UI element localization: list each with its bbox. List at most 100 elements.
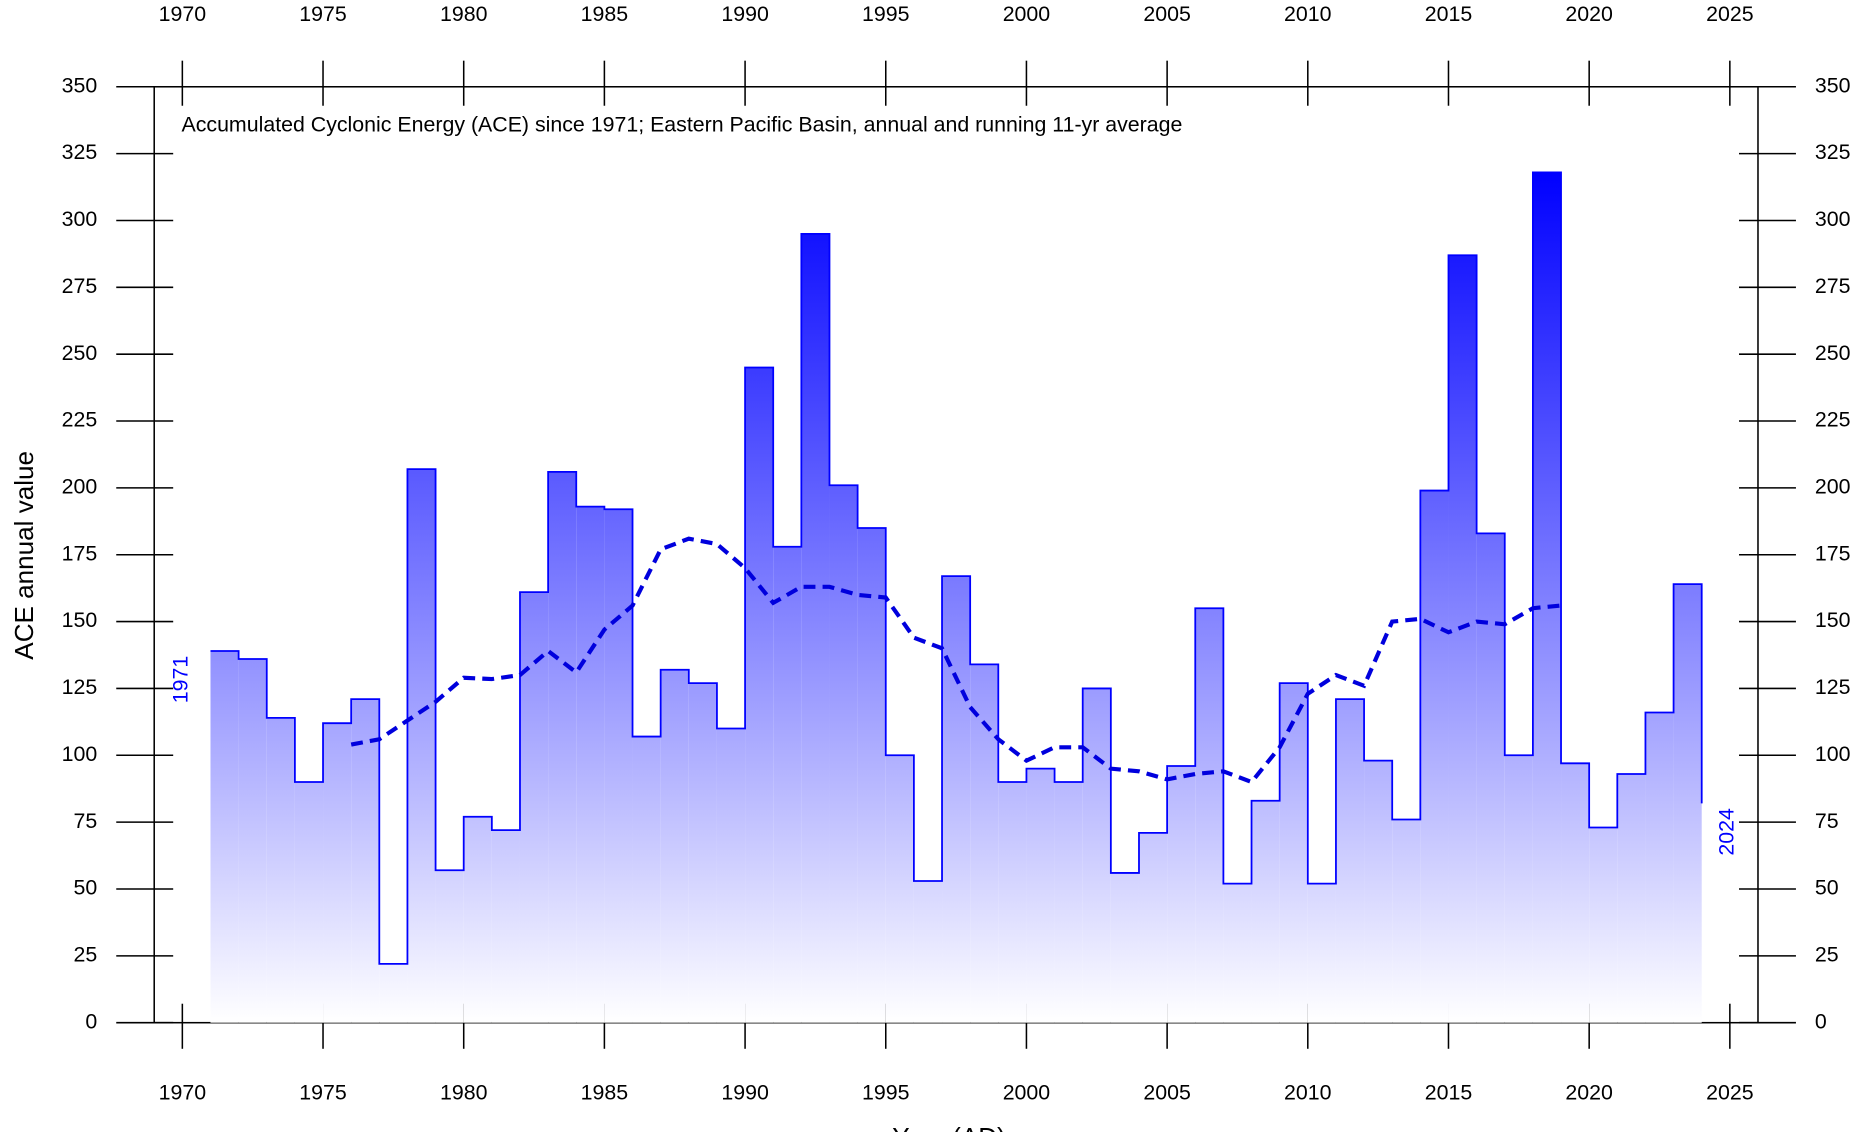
bar xyxy=(1279,683,1308,1023)
y2-tick-label: 225 xyxy=(1815,408,1851,432)
y-tick-label: 125 xyxy=(62,675,98,699)
step-line xyxy=(210,171,1703,965)
bar xyxy=(660,669,689,1023)
x-axis-label: Year (AD) xyxy=(892,1122,1006,1132)
bar xyxy=(576,506,605,1023)
x-tick-label: 1990 xyxy=(721,1081,769,1105)
y-tick-label: 75 xyxy=(74,809,98,833)
start-annotation: 1971 xyxy=(169,656,193,703)
bar xyxy=(1673,584,1702,1023)
y-tick-label: 150 xyxy=(62,608,98,632)
y2-tick-label: 250 xyxy=(1815,341,1851,365)
x-tick-label: 1985 xyxy=(581,1081,628,1105)
bar xyxy=(1392,819,1421,1023)
bar xyxy=(1504,755,1533,1023)
y2-tick-label: 75 xyxy=(1815,809,1839,833)
bar xyxy=(1420,490,1449,1023)
bar xyxy=(1448,255,1477,1023)
bar xyxy=(632,736,661,1023)
y-tick-label: 350 xyxy=(62,73,98,97)
bar xyxy=(913,880,943,1023)
bar xyxy=(1082,688,1111,1023)
x2-tick-label: 2020 xyxy=(1565,2,1613,26)
bar xyxy=(1251,800,1280,1023)
x-tick-label: 1975 xyxy=(299,1081,346,1105)
y-tick-label: 50 xyxy=(74,876,98,900)
y2-tick-label: 325 xyxy=(1815,140,1851,164)
y-tick-label: 300 xyxy=(62,207,98,231)
y-tick-label: 225 xyxy=(62,408,98,432)
bar xyxy=(210,650,239,1023)
y2-tick-label: 25 xyxy=(1815,942,1839,966)
x-tick-label: 1995 xyxy=(862,1081,909,1105)
y2-tick-label: 175 xyxy=(1815,541,1851,565)
x-tick-label: 2025 xyxy=(1706,1081,1753,1105)
bar xyxy=(266,717,295,1023)
bar xyxy=(1335,699,1365,1023)
y2-tick-label: 275 xyxy=(1815,274,1851,298)
bar xyxy=(1138,832,1168,1023)
bar xyxy=(1589,827,1618,1023)
bar xyxy=(491,830,520,1023)
bar xyxy=(829,485,858,1023)
y2-tick-label: 200 xyxy=(1815,475,1851,499)
y-tick-label: 25 xyxy=(74,942,98,966)
bar xyxy=(970,664,999,1023)
bar xyxy=(1307,883,1336,1023)
bar xyxy=(1476,533,1505,1023)
bar xyxy=(1532,172,1562,1023)
bar xyxy=(885,755,914,1023)
x-tick-label: 2000 xyxy=(1003,1081,1051,1105)
average-line xyxy=(350,536,1562,785)
bar xyxy=(463,816,492,1023)
y2-tick-label: 125 xyxy=(1815,675,1851,699)
x2-tick-label: 2010 xyxy=(1284,2,1332,26)
y-tick-label: 275 xyxy=(62,274,98,298)
bar xyxy=(323,723,352,1023)
end-annotation: 2024 xyxy=(1714,808,1738,856)
x2-tick-label: 1995 xyxy=(862,2,909,26)
x-tick-label: 1980 xyxy=(440,1081,488,1105)
x-tick-label: 2015 xyxy=(1425,1081,1472,1105)
y2-tick-label: 350 xyxy=(1815,73,1851,97)
bar xyxy=(801,233,830,1023)
bar xyxy=(548,471,577,1023)
bar xyxy=(238,659,267,1023)
x-tick-label: 2010 xyxy=(1284,1081,1332,1105)
bar xyxy=(1364,760,1393,1023)
y2-tick-label: 50 xyxy=(1815,876,1839,900)
bar xyxy=(435,870,464,1023)
bar xyxy=(773,546,802,1023)
x2-tick-label: 1970 xyxy=(159,2,207,26)
y-tick-label: 100 xyxy=(62,742,98,766)
y2-tick-label: 300 xyxy=(1815,207,1851,231)
bar xyxy=(1026,768,1055,1023)
x2-tick-label: 2000 xyxy=(1003,2,1051,26)
chart-title: Accumulated Cyclonic Energy (ACE) since … xyxy=(181,113,1182,137)
bar xyxy=(745,367,774,1023)
y-tick-label: 0 xyxy=(85,1009,97,1033)
x2-tick-label: 1980 xyxy=(440,2,488,26)
bar xyxy=(519,592,549,1023)
y-tick-label: 175 xyxy=(62,541,98,565)
y-tick-label: 325 xyxy=(62,140,98,164)
bar xyxy=(942,576,971,1023)
bar xyxy=(1617,774,1646,1023)
bar xyxy=(1167,765,1196,1023)
x2-tick-label: 2025 xyxy=(1706,2,1753,26)
bar xyxy=(294,782,324,1023)
x-tick-label: 2020 xyxy=(1565,1081,1613,1105)
y2-tick-label: 0 xyxy=(1815,1009,1827,1033)
x-tick-label: 1970 xyxy=(159,1081,207,1105)
y2-tick-label: 150 xyxy=(1815,608,1851,632)
bar xyxy=(857,527,886,1023)
x2-tick-label: 2015 xyxy=(1425,2,1472,26)
bar xyxy=(1645,712,1674,1023)
bar xyxy=(1561,763,1590,1023)
x2-tick-label: 1975 xyxy=(299,2,346,26)
y-tick-label: 200 xyxy=(62,475,98,499)
bar xyxy=(1110,872,1139,1023)
x2-tick-label: 1985 xyxy=(581,2,628,26)
bar xyxy=(604,509,633,1023)
